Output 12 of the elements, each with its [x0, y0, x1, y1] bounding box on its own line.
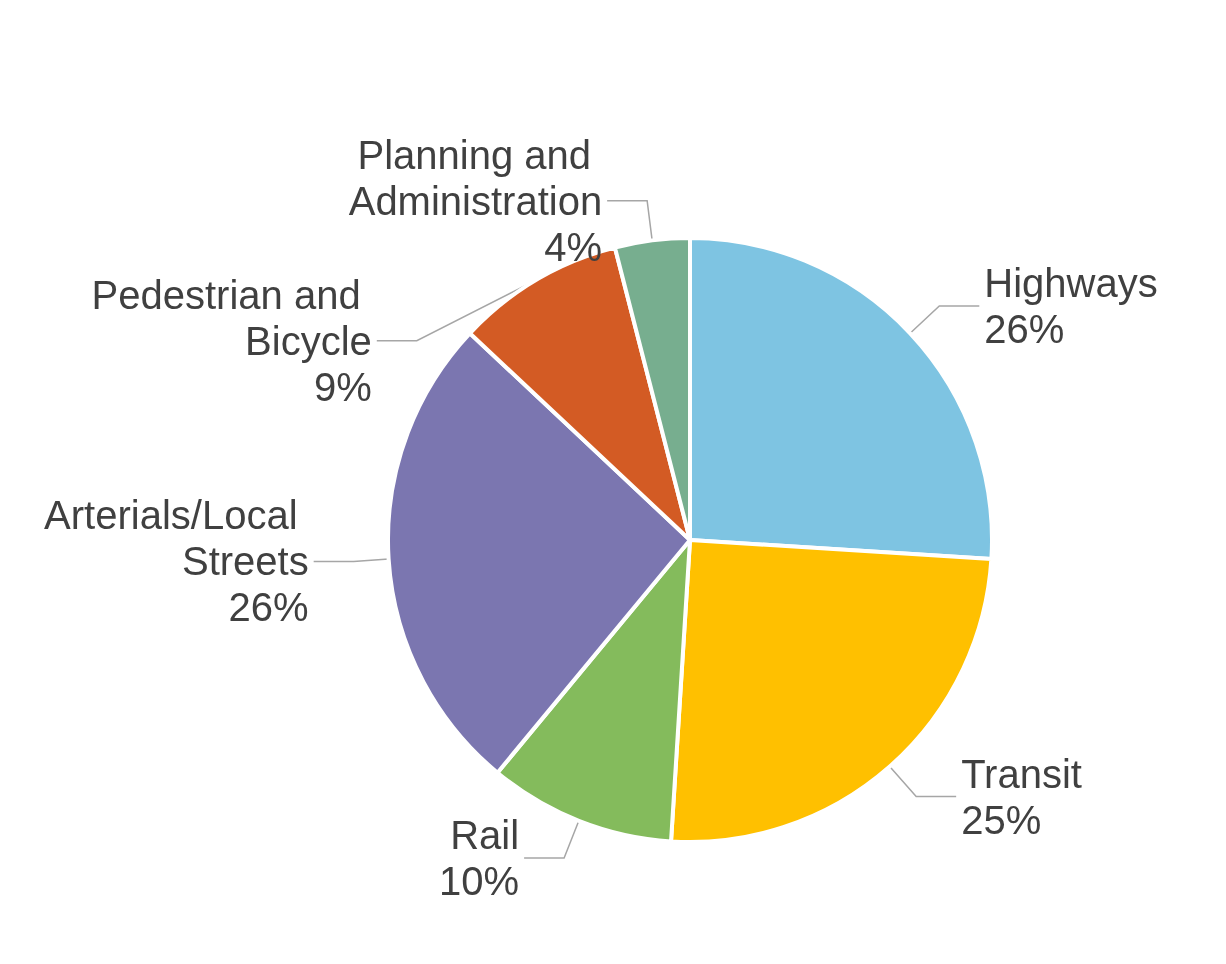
slice-label: Rail — [450, 812, 520, 857]
data-label: 4% — [544, 224, 603, 269]
slice-label: Highways — [984, 260, 1158, 305]
data-label: 25% — [961, 797, 1042, 842]
slice-label: Arterials/Local Streets — [44, 493, 309, 584]
data-label: 26% — [228, 585, 309, 630]
slice-label: Planning and Administration — [348, 132, 603, 223]
slice-label: Transit — [961, 751, 1082, 796]
data-label: 10% — [439, 858, 520, 903]
data-label: 26% — [984, 306, 1065, 351]
slice-label: Pedestrian and Bicycle — [91, 272, 372, 363]
data-label: 9% — [313, 364, 372, 409]
